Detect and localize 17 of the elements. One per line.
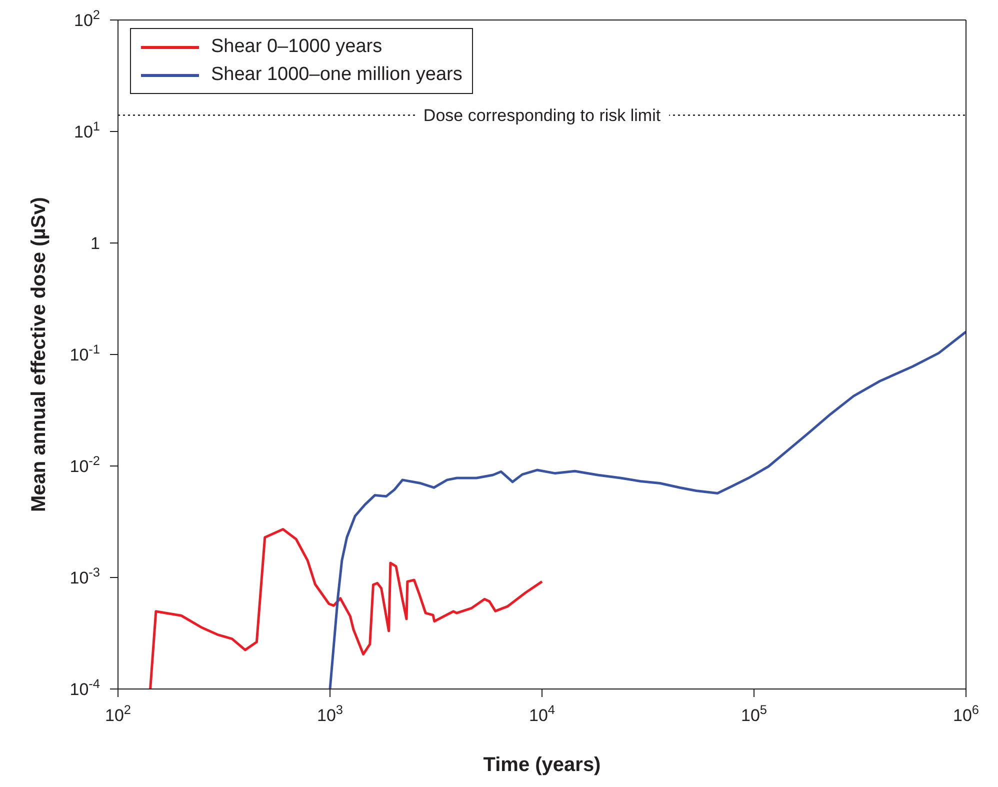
ref-line-label: Dose corresponding to risk limit bbox=[423, 106, 661, 126]
legend-label: Shear 1000–one million years bbox=[211, 63, 462, 87]
y-tick-label: 10$^{-1}$ bbox=[70, 341, 100, 364]
y-tick-label: 1 bbox=[90, 234, 100, 253]
x-tick-label: 10$^{4}$ bbox=[528, 702, 556, 725]
y-axis-title: Mean annual effective dose (µSv) bbox=[28, 197, 50, 512]
y-tick-label: 10$^{-2}$ bbox=[70, 452, 100, 476]
x-tick-label: 10$^{3}$ bbox=[316, 702, 344, 725]
y-tick-label: 10$^{-4}$ bbox=[70, 676, 100, 699]
y-tick-label: 10$^{2}$ bbox=[74, 6, 100, 30]
x-tick-label: 10$^{5}$ bbox=[740, 702, 768, 725]
y-tick-label: 10$^{-3}$ bbox=[70, 564, 100, 588]
x-tick-label: 10$^{6}$ bbox=[952, 702, 980, 725]
x-axis-title: Time (years) bbox=[483, 754, 601, 776]
y-tick-label: 10$^{1}$ bbox=[74, 118, 100, 142]
legend-label: Shear 0–1000 years bbox=[211, 35, 382, 59]
x-tick-label: 10$^{2}$ bbox=[104, 702, 132, 725]
